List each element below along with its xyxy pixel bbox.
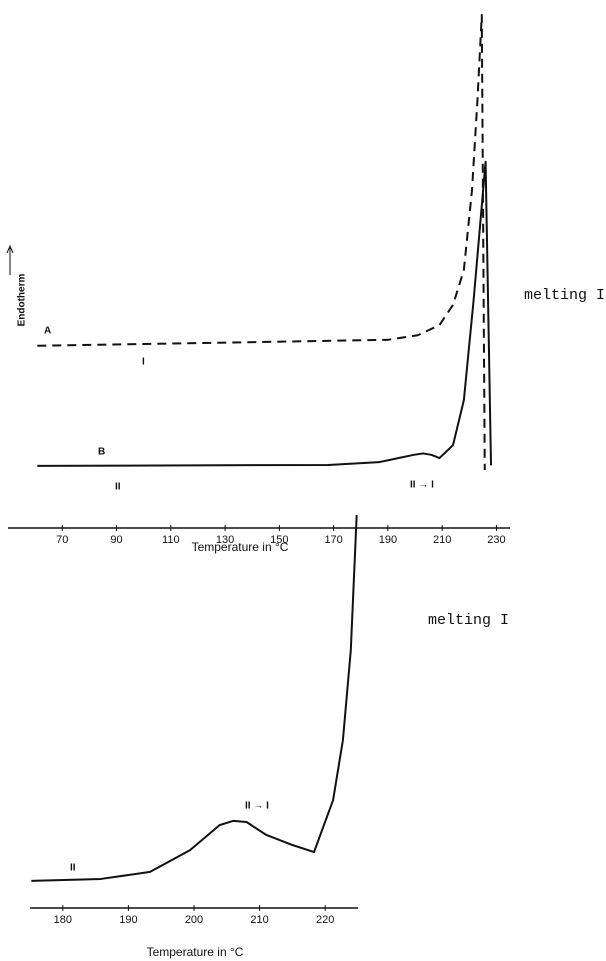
annotation: melting I bbox=[524, 287, 605, 304]
data-line bbox=[31, 515, 358, 882]
annotation: melting I bbox=[428, 612, 509, 629]
annotation: II bbox=[115, 482, 121, 493]
x-tick-label: 190 bbox=[119, 914, 137, 926]
y-arrow-head bbox=[6, 244, 14, 254]
x-tick-label: 70 bbox=[56, 534, 68, 546]
series-label: B bbox=[98, 447, 105, 458]
annotation: II bbox=[70, 863, 76, 874]
x-tick-label: 180 bbox=[54, 914, 72, 926]
x-axis-label: Temperature in °C bbox=[192, 540, 289, 554]
x-tick-label: 90 bbox=[110, 534, 122, 546]
x-tick-label: 210 bbox=[250, 914, 268, 926]
data-line bbox=[37, 160, 493, 467]
x-tick-label: 210 bbox=[433, 534, 451, 546]
y-axis-label: Endotherm bbox=[17, 274, 28, 327]
x-tick-label: 170 bbox=[324, 534, 342, 546]
x-tick-label: 150 bbox=[270, 534, 288, 546]
annotation: I bbox=[142, 357, 145, 368]
series-label: A bbox=[44, 326, 51, 337]
data-line bbox=[37, 14, 486, 471]
x-tick-label: 200 bbox=[185, 914, 203, 926]
x-tick-label: 130 bbox=[216, 534, 234, 546]
annotation: II → I bbox=[410, 480, 434, 491]
x-tick-label: 190 bbox=[379, 534, 397, 546]
x-tick-label: 230 bbox=[487, 534, 505, 546]
x-tick-label: 110 bbox=[162, 534, 180, 546]
x-tick-label: 220 bbox=[316, 914, 334, 926]
x-axis-label: Temperature in °C bbox=[147, 945, 244, 959]
annotation: II → I bbox=[245, 801, 269, 812]
